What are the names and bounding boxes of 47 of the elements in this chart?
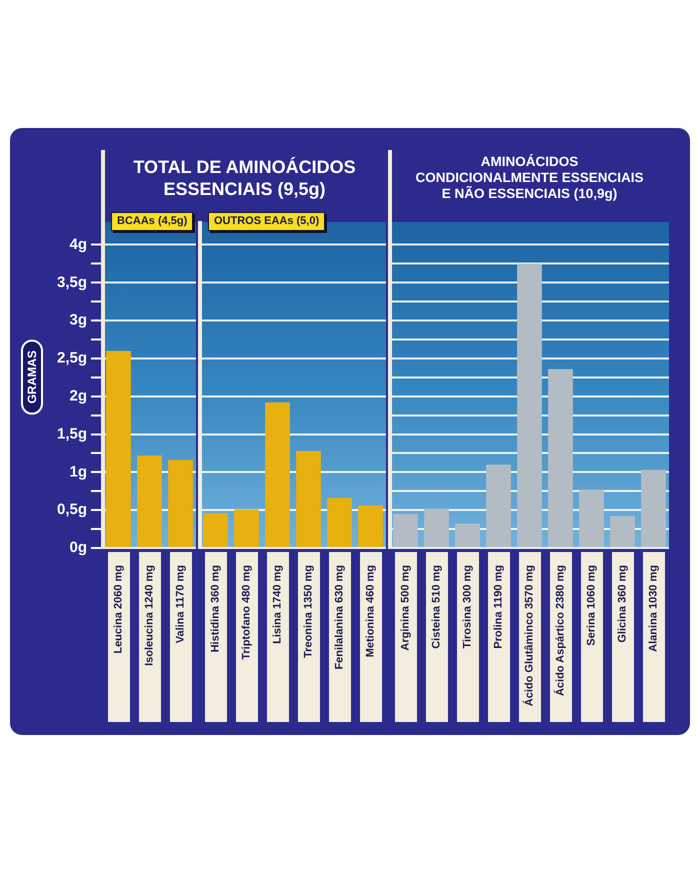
y-tick-label: 2,5g	[56, 350, 87, 367]
text: TOTAL DE AMINOÁCIDOS ESSENCIAIS (9,5g)	[132, 156, 357, 200]
bar	[641, 470, 666, 547]
y-tick-label: 3g	[69, 312, 87, 329]
bar	[358, 506, 383, 547]
y-tick-label: 0g	[69, 539, 87, 556]
x-tick-label: Lisina 1740 mg	[272, 565, 284, 644]
chart-title: AMINOÁCIDOS CONDICIONALMENTE ESSENCIAIS E NÃO ESSENCIAIS (10,9g)	[414, 154, 645, 202]
bar	[296, 450, 321, 547]
x-tick-label: Serina 1060 mg	[586, 565, 598, 646]
bar	[610, 516, 635, 547]
x-tick-label: Ácido Glutâminco 3570 mg	[522, 565, 536, 706]
x-tick-label: Prolina 1190 mg	[492, 565, 505, 649]
bar	[203, 513, 228, 547]
y-tick-label: 3,5g	[56, 274, 87, 291]
x-tick-label: Alanina 1030 mg	[648, 565, 660, 652]
bar	[424, 508, 449, 547]
x-tick-label: Valina 1170 mg	[174, 565, 187, 644]
y-tick-label: 1,5g	[56, 425, 87, 442]
y-axis-title: GRAMAS	[21, 339, 43, 415]
bar	[579, 490, 604, 547]
x-tick-label: Leucina 2060 mg	[112, 565, 125, 654]
x-tick-label: Ácido Aspártico 2380 mg	[554, 565, 567, 696]
y-tick-label: 4g	[69, 236, 87, 253]
x-tick-label: Metionina 460 mg	[364, 565, 377, 658]
chart-subtitle: OUTROS EAAs (5,0)	[208, 212, 326, 231]
bar	[265, 402, 290, 547]
y-tick-label: 1g	[69, 463, 87, 480]
bar	[517, 264, 542, 547]
x-tick-label: Fenilalanina 630 mg	[334, 565, 346, 670]
x-tick-label: Cisteina 510 mg	[430, 565, 443, 649]
bar	[455, 524, 480, 547]
x-tick-label: Isoleucina 1240 mg	[144, 565, 156, 666]
y-tick-label: 2g	[69, 388, 87, 405]
bar	[486, 464, 511, 547]
x-tick-label: Tirosina 300 mg	[462, 565, 474, 649]
chart-subtitle: BCAAs (4,5g)	[111, 212, 194, 231]
bar	[234, 509, 259, 547]
bar	[327, 498, 352, 547]
y-tick-label: 0,5g	[56, 501, 87, 518]
x-tick-label: Treonina 1350 mg	[302, 565, 315, 658]
bar	[393, 514, 418, 547]
x-tick-label: Triptofano 480 mg	[240, 565, 253, 660]
x-tick-label: Histidina 360 mg	[210, 565, 222, 652]
x-tick-label: Glicina 360 mg	[616, 565, 629, 643]
x-tick-label: Arginina 500 mg	[400, 565, 412, 651]
bar	[548, 369, 573, 547]
